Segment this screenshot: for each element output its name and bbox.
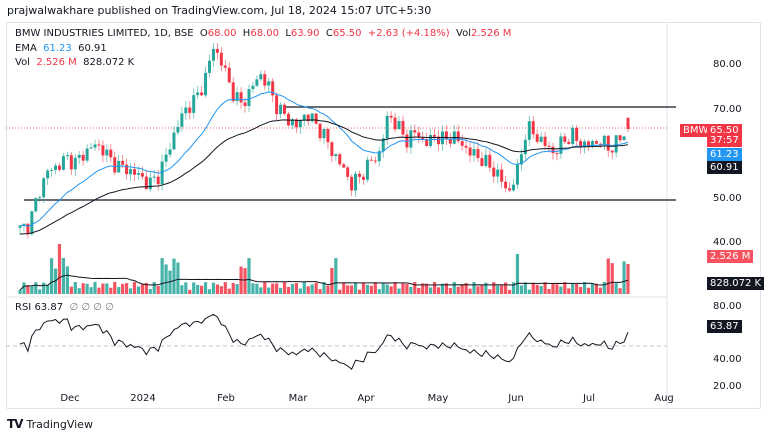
rsi-tick: 80.00 [713, 301, 742, 312]
ema-legend[interactable]: EMA 61.23 60.91 [15, 43, 107, 54]
price-tick: 70.00 [713, 104, 742, 115]
tradingview-brand[interactable]: 𝗧𝗩 TradingView [7, 417, 93, 431]
price-tick: 80.00 [713, 59, 742, 70]
rsi-tick: 20.00 [713, 381, 742, 389]
symbol-badge: BMW [680, 124, 712, 137]
candles [18, 42, 630, 239]
rsi-line [19, 313, 629, 370]
volume-badge: 2.526 M [707, 250, 754, 263]
price-tick: 40.00 [713, 237, 742, 248]
price-tick: 50.00 [713, 193, 742, 204]
ema-slow-line [19, 119, 629, 235]
countdown-badge: 37:57 [707, 134, 742, 147]
ema-slow-badge: 60.91 [707, 161, 742, 174]
ema-fast-badge: 61.23 [707, 148, 742, 161]
rsi-value-badge: 63.87 [707, 320, 742, 333]
volume-legend[interactable]: Vol 2.526 M 828.072 K [15, 57, 135, 68]
publisher-line: prajwalwakhare published on TradingView.… [7, 4, 432, 17]
volume-bars [18, 244, 630, 294]
last-price-badge: 65.50 [707, 124, 742, 137]
rsi-legend[interactable]: RSI 63.87 ∅ ∅ ∅ ∅ [15, 302, 114, 313]
volume-ma-badge: 828.072 K [707, 277, 765, 290]
symbol-title: BMW INDUSTRIES LIMITED, 1D, BSE [15, 28, 194, 39]
tradingview-logo-icon: 𝗧𝗩 [7, 417, 24, 431]
volume-ma-line [19, 274, 629, 291]
ema-fast-line [19, 91, 629, 227]
rsi-tick: 40.00 [713, 354, 742, 365]
symbol-legend: BMW INDUSTRIES LIMITED, 1D, BSE O68.00 H… [15, 28, 512, 39]
chart-frame [6, 22, 761, 409]
